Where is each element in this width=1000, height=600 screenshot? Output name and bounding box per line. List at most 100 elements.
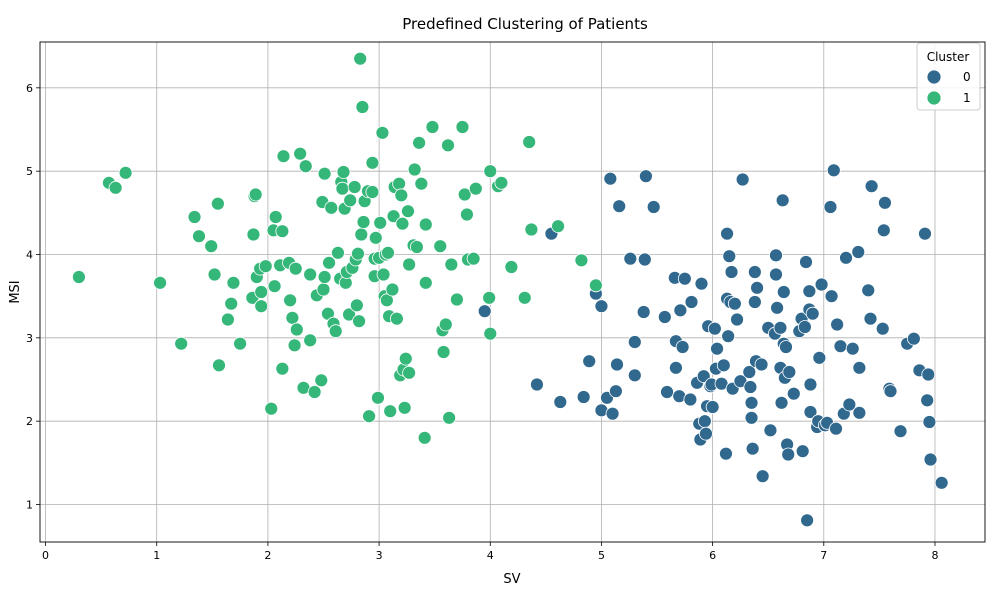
data-point-cluster-0 (802, 284, 817, 299)
data-point-cluster-1 (118, 165, 133, 180)
data-point-cluster-0 (774, 395, 789, 410)
data-point-cluster-1 (303, 267, 318, 282)
data-point-cluster-1 (303, 333, 318, 348)
data-point-cluster-0 (710, 341, 724, 356)
data-point-cluster-0 (605, 406, 620, 421)
data-point-cluster-1 (385, 282, 400, 297)
data-point-cluster-0 (797, 320, 812, 334)
data-point-cluster-0 (755, 469, 770, 484)
data-point-cluster-1 (450, 292, 464, 307)
data-point-cluster-0 (851, 245, 866, 259)
y-axis-label: MSI (8, 280, 23, 303)
data-point-cluster-0 (742, 365, 757, 379)
data-point-cluster-1 (207, 267, 222, 282)
data-point-cluster-1 (317, 166, 332, 181)
data-point-cluster-0 (845, 341, 860, 356)
data-point-cluster-0 (477, 304, 492, 319)
data-point-cluster-0 (839, 250, 853, 265)
data-point-cluster-0 (727, 296, 742, 311)
data-point-cluster-1 (457, 187, 472, 202)
data-point-cluster-0 (769, 248, 783, 263)
data-point-cluster-1 (276, 149, 291, 164)
legend-marker-cluster-1 (926, 90, 942, 106)
data-point-cluster-1 (368, 230, 383, 245)
data-point-cluster-1 (267, 279, 282, 294)
data-point-cluster-1 (441, 138, 455, 153)
data-point-cluster-1 (436, 345, 451, 359)
data-point-cluster-1 (352, 314, 366, 329)
data-point-cluster-0 (721, 329, 736, 344)
data-point-cluster-0 (697, 414, 712, 429)
data-point-cluster-0 (594, 299, 609, 314)
data-point-cluster-1 (283, 293, 298, 308)
data-point-cluster-1 (482, 290, 497, 305)
data-point-cluster-0 (934, 475, 949, 490)
data-point-cluster-1 (386, 209, 401, 224)
data-point-cluster-0 (744, 410, 759, 425)
data-point-cluster-1 (365, 155, 380, 170)
data-point-cluster-1 (409, 240, 424, 254)
data-point-cluster-0 (747, 295, 762, 309)
data-point-cluster-1 (347, 180, 362, 194)
x-tick-label: 4 (487, 549, 494, 562)
data-point-cluster-1 (322, 255, 336, 270)
data-point-cluster-0 (923, 452, 938, 467)
data-point-cluster-1 (433, 239, 448, 254)
data-point-cluster-1 (524, 222, 539, 237)
data-point-cluster-1 (351, 246, 365, 261)
data-point-cluster-1 (425, 120, 440, 134)
data-point-cluster-1 (394, 188, 409, 203)
data-point-cluster-1 (268, 210, 283, 224)
data-point-cluster-0 (660, 385, 674, 399)
data-point-cluster-0 (724, 265, 739, 279)
data-point-cluster-1 (72, 270, 86, 284)
data-point-cluster-1 (398, 351, 413, 366)
data-point-cluster-0 (707, 321, 722, 336)
data-point-cluster-0 (814, 277, 829, 292)
data-point-cluster-1 (551, 219, 565, 234)
data-point-cluster-1 (588, 278, 603, 293)
data-point-cluster-1 (246, 227, 261, 242)
data-point-cluster-1 (402, 365, 417, 380)
data-point-cluster-1 (444, 257, 459, 272)
data-point-cluster-1 (417, 430, 432, 445)
data-point-cluster-0 (576, 390, 591, 404)
data-point-cluster-1 (397, 400, 412, 415)
data-point-cluster-0 (782, 365, 797, 379)
data-point-cluster-1 (289, 322, 304, 337)
data-point-cluster-1 (285, 310, 300, 325)
data-point-cluster-1 (298, 159, 313, 174)
data-point-cluster-0 (876, 223, 891, 238)
data-point-cluster-1 (324, 200, 339, 215)
data-point-cluster-1 (455, 120, 470, 134)
data-point-cluster-0 (582, 354, 597, 369)
data-point-cluster-0 (694, 276, 709, 291)
data-point-cluster-1 (354, 227, 369, 242)
data-point-cluster-0 (830, 317, 845, 332)
data-point-cluster-1 (314, 373, 329, 388)
data-point-cluster-1 (395, 216, 410, 231)
data-point-cluster-1 (517, 290, 532, 305)
data-point-cluster-0 (883, 384, 898, 399)
data-point-cluster-0 (852, 360, 867, 375)
data-point-cluster-0 (920, 393, 935, 408)
data-point-cluster-1 (438, 317, 453, 332)
data-point-cluster-0 (799, 255, 813, 269)
data-point-cluster-1 (307, 385, 322, 399)
data-point-cluster-1 (353, 51, 368, 66)
data-point-cluster-1 (365, 185, 380, 199)
data-point-cluster-1 (371, 390, 385, 405)
data-point-cluster-1 (383, 404, 398, 419)
data-point-cluster-0 (720, 226, 734, 241)
data-point-cluster-1 (331, 245, 345, 260)
data-point-cluster-0 (683, 392, 698, 407)
x-tick-label: 7 (820, 549, 827, 562)
data-point-cluster-1 (362, 409, 376, 424)
data-point-cluster-1 (336, 165, 351, 179)
data-point-cluster-1 (264, 401, 279, 416)
data-point-cluster-0 (803, 377, 818, 392)
data-point-cluster-0 (747, 265, 762, 279)
data-point-cluster-1 (316, 282, 331, 297)
y-tick-label: 3 (26, 332, 33, 345)
